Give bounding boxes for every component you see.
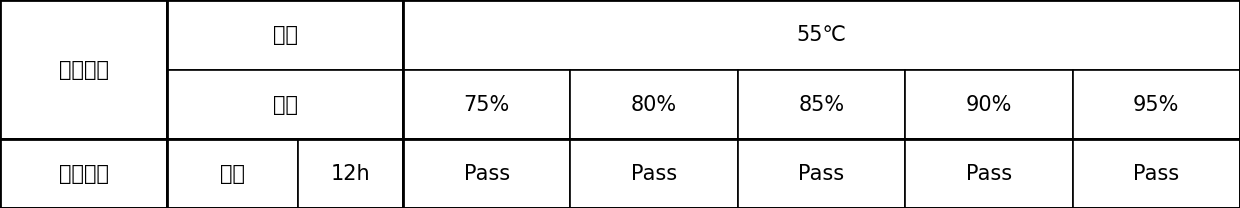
Text: 实验条件: 实验条件	[58, 60, 109, 80]
Bar	[403, 139, 570, 208]
Bar	[1073, 70, 1240, 139]
Text: 时间: 时间	[219, 164, 246, 184]
Bar	[570, 139, 738, 208]
Text: 12h: 12h	[331, 164, 370, 184]
Bar	[905, 70, 1073, 139]
Bar	[0, 139, 167, 208]
Bar	[403, 0, 1240, 70]
Bar	[1073, 139, 1240, 208]
Bar	[167, 70, 403, 139]
Bar	[738, 139, 905, 208]
Bar	[905, 139, 1073, 208]
Text: 85%: 85%	[799, 94, 844, 115]
Text: 铝制材料: 铝制材料	[58, 164, 109, 184]
Text: 75%: 75%	[464, 94, 510, 115]
Text: Pass: Pass	[799, 164, 844, 184]
Bar	[298, 139, 403, 208]
Text: 55℃: 55℃	[796, 25, 847, 45]
Bar	[167, 139, 298, 208]
Bar	[570, 70, 738, 139]
Text: 95%: 95%	[1133, 94, 1179, 115]
Text: Pass: Pass	[631, 164, 677, 184]
Text: 湿度: 湿度	[273, 94, 298, 115]
Text: Pass: Pass	[464, 164, 510, 184]
Text: 温度: 温度	[273, 25, 298, 45]
Bar	[403, 70, 570, 139]
Text: Pass: Pass	[1133, 164, 1179, 184]
Bar	[738, 70, 905, 139]
Text: 90%: 90%	[966, 94, 1012, 115]
Text: 80%: 80%	[631, 94, 677, 115]
Bar	[167, 0, 403, 70]
Bar	[0, 0, 167, 139]
Text: Pass: Pass	[966, 164, 1012, 184]
